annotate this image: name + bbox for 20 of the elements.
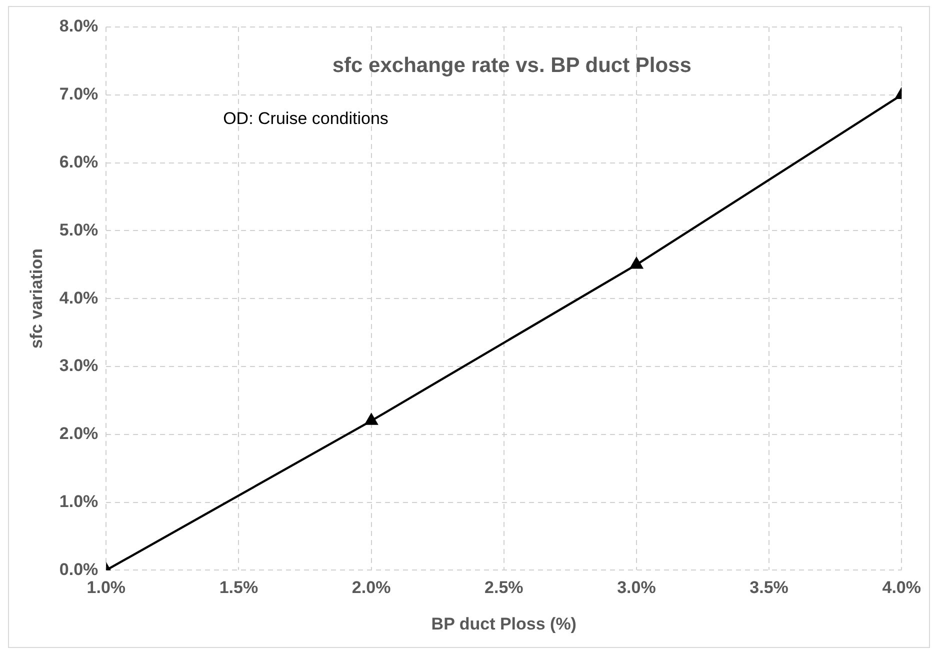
x-tick-label: 3.5% xyxy=(750,578,788,598)
x-axis-title: BP duct Ploss (%) xyxy=(431,614,576,634)
y-tick-label: 5.0% xyxy=(59,220,98,240)
y-tick-label: 3.0% xyxy=(59,356,98,376)
y-axis-title: sfc variation xyxy=(26,248,46,349)
x-tick-label: 1.0% xyxy=(86,578,126,598)
annotation: OD: Cruise conditions xyxy=(223,109,388,128)
x-tick-label: 2.5% xyxy=(484,578,524,598)
text: sfc exchange rate vs. BP duct Ploss xyxy=(332,54,692,77)
x-tick-label: 2.0% xyxy=(352,578,391,598)
y-tick-label: 6.0% xyxy=(59,152,98,172)
y-tick-label: 2.0% xyxy=(59,424,98,444)
x-tick-label: 1.5% xyxy=(219,578,258,598)
y-tick-label: 7.0% xyxy=(59,84,98,104)
x-tick-label: 4.0% xyxy=(882,578,921,598)
y-tick-label: 0.0% xyxy=(59,560,98,579)
y-tick-label: 1.0% xyxy=(59,492,98,511)
y-tick-label: 8.0% xyxy=(59,16,98,36)
x-tick-label: 3.0% xyxy=(617,578,656,598)
y-tick-label: 4.0% xyxy=(59,288,98,308)
